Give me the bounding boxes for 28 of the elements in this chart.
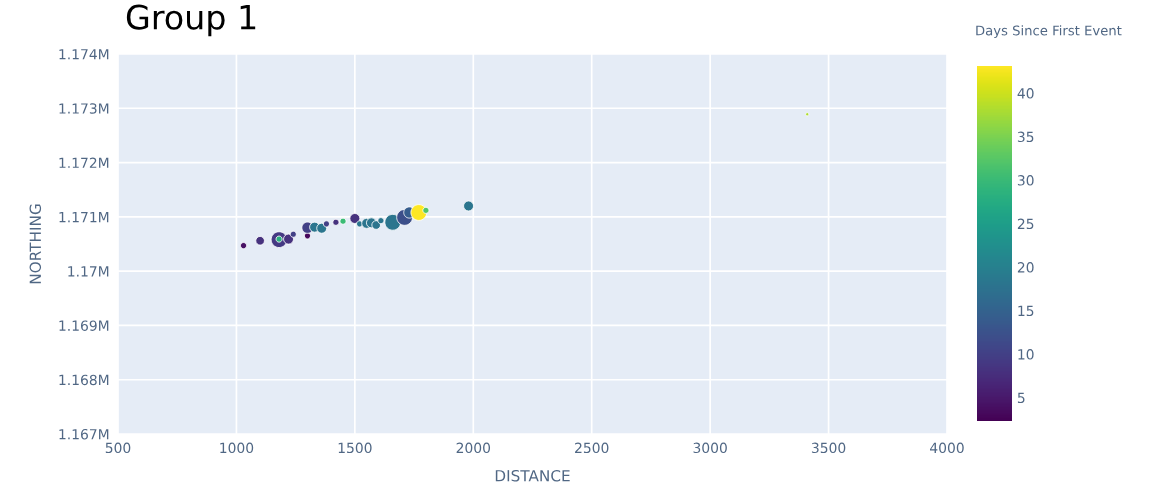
y-tick-label: 1.174M bbox=[59, 49, 109, 60]
color-bar-label: 25 bbox=[1017, 218, 1034, 230]
color-bar-label: 15 bbox=[1018, 305, 1034, 317]
x-tick-label: 3000 bbox=[693, 442, 727, 454]
x-tick-label: 1500 bbox=[338, 442, 372, 454]
x-tick-label: 2000 bbox=[456, 442, 491, 454]
y-tick-label: 1.168M bbox=[59, 374, 109, 386]
color-bar-label: 40 bbox=[1017, 88, 1034, 99]
x-tick-label: 2500 bbox=[575, 442, 609, 454]
y-tick-label: 1.171M bbox=[59, 212, 109, 223]
color-bar-label: 20 bbox=[1017, 262, 1034, 273]
x-tick-label: 500 bbox=[105, 442, 131, 454]
color-bar-label: 30 bbox=[1017, 175, 1034, 186]
chart-title: Group 1 bbox=[126, 4, 256, 37]
x-axis-title: DISTANCE bbox=[495, 469, 570, 482]
y-axis-title: NORTHING bbox=[29, 204, 42, 284]
x-tick-label: 1000 bbox=[220, 442, 254, 454]
color-bar-label: 10 bbox=[1018, 349, 1034, 360]
x-tick-label: 4000 bbox=[930, 442, 964, 454]
color-bar-title: Days Since First Event bbox=[976, 25, 1122, 38]
y-tick-label: 1.167M bbox=[59, 428, 109, 440]
y-tick-label: 1.172M bbox=[59, 157, 109, 168]
y-tick-label: 1.173M bbox=[59, 103, 109, 114]
y-tick-label: 1.169M bbox=[59, 320, 109, 331]
color-bar-label: 35 bbox=[1017, 131, 1034, 143]
y-tick-label: 1.17M bbox=[68, 266, 109, 277]
color-bar-label: 5 bbox=[1017, 392, 1025, 404]
x-tick-label: 3500 bbox=[811, 442, 846, 454]
